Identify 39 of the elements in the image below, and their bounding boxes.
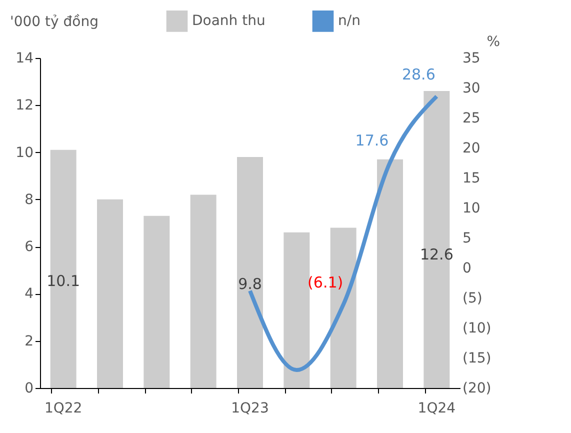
bar: [190, 194, 216, 388]
x-tick-label: 1Q24: [418, 400, 456, 416]
data-label: (6.1): [308, 274, 344, 292]
y2-tick-label: 20: [462, 140, 480, 156]
y2-tick-label: 5: [462, 230, 472, 246]
y2-tick-label: 35: [462, 50, 480, 66]
y-tick-label: 4: [24, 286, 34, 302]
data-label: 9.8: [238, 275, 262, 294]
y2-tick-label: (15): [462, 350, 492, 366]
y-tick-label: 10: [16, 144, 34, 161]
y2-tick-label: (5): [462, 290, 482, 306]
y2-tick-label: 0: [462, 260, 472, 276]
x-tick-label: 1Q22: [44, 400, 82, 416]
y2-tick-label: (10): [462, 320, 492, 336]
y2-tick-label: 25: [462, 110, 480, 126]
x-tick-label: 1Q23: [231, 400, 269, 416]
bar: [237, 157, 263, 388]
bar: [97, 199, 123, 388]
bar: [377, 159, 403, 388]
legend-label: Doanh thu: [192, 13, 266, 30]
y2-tick-label: 30: [462, 80, 480, 96]
y-tick-label: 6: [24, 239, 34, 256]
y2-axis-title: %: [486, 34, 500, 50]
data-label: 10.1: [46, 272, 80, 290]
data-label: 12.6: [420, 245, 454, 264]
y2-tick-label: 10: [462, 200, 480, 216]
y-tick-label: 2: [24, 333, 34, 350]
y2-tick-label: 15: [462, 170, 480, 186]
y-tick-label: 14: [16, 50, 34, 66]
data-label: 17.6: [355, 131, 389, 150]
legend-label: n/n: [338, 13, 360, 30]
y-tick-label: 12: [16, 98, 34, 114]
bar: [144, 216, 170, 388]
bar: [284, 232, 310, 388]
y-axis-title: '000 tỷ đồng: [10, 14, 98, 30]
y2-tick-label: (20): [462, 380, 492, 396]
y-tick-label: 0: [24, 380, 34, 396]
data-label: 28.6: [402, 65, 436, 84]
y-tick-label: 8: [24, 192, 34, 208]
